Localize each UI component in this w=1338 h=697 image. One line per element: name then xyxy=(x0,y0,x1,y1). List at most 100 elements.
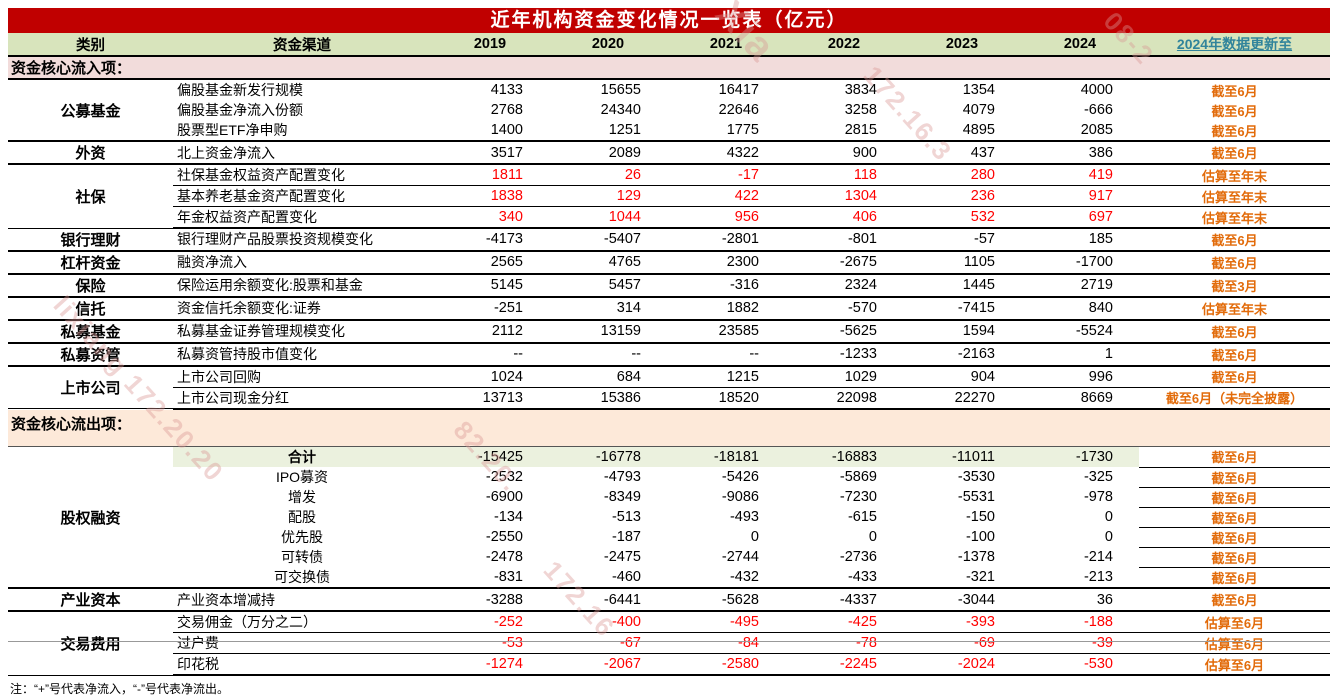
value-cell: -5628 xyxy=(667,588,785,612)
table-row: 配股 -134 -513 -493 -615 -150 0 截至6月 xyxy=(8,507,1330,528)
value-cell: -- xyxy=(431,342,549,367)
col-header-2019: 2019 xyxy=(431,33,549,57)
update-date-cell: 截至6月 xyxy=(1139,120,1330,142)
value-cell: -666 xyxy=(1083,102,1113,118)
update-date-cell: 截至6月 xyxy=(1139,467,1330,488)
value-cell: -5524 xyxy=(1021,319,1139,344)
value-cell: -69 xyxy=(903,632,1021,654)
channel-cell: 上市公司现金分红 xyxy=(173,387,431,410)
value-cell: -400 xyxy=(549,611,667,633)
value-cell: -2801 xyxy=(667,228,785,252)
value-cell: 1354 xyxy=(962,82,995,98)
update-date-cell: 截至6月（未完全披露） xyxy=(1139,387,1330,410)
col-header-2021: 2021 xyxy=(667,33,785,57)
value-cell: 2112 xyxy=(431,319,549,344)
value-cell: 1029 xyxy=(785,365,903,388)
value-cell: -6900 xyxy=(485,489,523,505)
value-cell: 26 xyxy=(549,164,667,186)
value-cell: 129 xyxy=(549,185,667,207)
value-cell: -978 xyxy=(1083,489,1113,505)
value-cell: -433 xyxy=(785,567,903,589)
col-header-category: 类别 xyxy=(8,33,173,57)
value-cell: -- xyxy=(549,342,667,367)
value-cell: -325 xyxy=(1083,469,1113,485)
update-date-cell: 截至6月 xyxy=(1139,250,1330,275)
value-cell: 422 xyxy=(667,185,785,207)
value-cell: -5426 xyxy=(721,469,759,485)
channel-cell: 资金信托余额变化:证券 xyxy=(173,296,431,321)
value-cell: 13713 xyxy=(431,387,549,410)
value-cell: -2024 xyxy=(903,653,1021,676)
channel-cell: 交易佣金（万分之二） xyxy=(173,611,431,633)
value-cell: -2163 xyxy=(903,342,1021,367)
category-cell: 私募基金 xyxy=(8,319,173,344)
table-row: 私募资管 私募资管持股市值变化 -- -- -- -1233 -2163 1 截至6月 xyxy=(8,342,1330,367)
update-date-cell: 截至6月 xyxy=(1139,342,1330,367)
col-header-2023: 2023 xyxy=(903,33,1021,57)
footnote: 注：“+”号代表净流入，“-”号代表净流出。 xyxy=(10,682,229,696)
value-cell: 3834 xyxy=(844,82,877,98)
section-header-label: 资金核心流出项： xyxy=(8,408,1330,447)
update-date-cell: 截至3月 xyxy=(1139,273,1330,298)
bottom-divider xyxy=(8,641,1330,642)
update-date-cell: 截至6月 xyxy=(1211,103,1258,119)
value-cell: 840 xyxy=(1021,296,1139,321)
channel-cell: 私募资管持股市值变化 xyxy=(173,342,431,367)
table-row: 产业资本 产业资本增减持 -3288 -6441 -5628 -4337 -3044 36 截至… xyxy=(8,588,1330,612)
table-row: 信托 资金信托余额变化:证券 -251 314 1882 -570 -7415 840 估算至年… xyxy=(8,296,1330,321)
value-cell: 236 xyxy=(903,185,1021,207)
value-cell: -150 xyxy=(965,509,995,525)
value-cell: 118 xyxy=(785,164,903,186)
col-header-2020: 2020 xyxy=(549,33,667,57)
update-date-cell: 估算至6月 xyxy=(1139,632,1330,654)
update-date-cell: 截至6月 xyxy=(1139,588,1330,612)
value-cell: 904 xyxy=(903,365,1021,388)
value-cell: -4173 xyxy=(431,228,549,252)
value-cell: -252 xyxy=(431,611,549,633)
value-cell: -432 xyxy=(667,567,785,589)
col-header-channel: 资金渠道 xyxy=(173,33,431,57)
category-cell: 上市公司 xyxy=(8,365,173,409)
channel-cell: 北上资金净流入 xyxy=(173,141,431,165)
value-cell: 22646 xyxy=(718,102,759,118)
value-cell: -1378 xyxy=(957,549,995,565)
value-cell: 1251 xyxy=(549,120,667,142)
value-cell: -100 xyxy=(965,529,995,545)
col-header-update-date: 2024年数据更新至 xyxy=(1139,33,1330,57)
value-cell: 5457 xyxy=(549,273,667,298)
value-cell: 2719 xyxy=(1021,273,1139,298)
update-date-cell: 截至6月 xyxy=(1139,446,1330,468)
value-cell: -67 xyxy=(549,632,667,654)
value-cell: 36 xyxy=(1021,588,1139,612)
update-date-cell: 估算至年末 xyxy=(1139,164,1330,186)
channel-cell: 偏股基金新发行规模 xyxy=(177,82,303,98)
section-header-row: 资金核心流入项： xyxy=(8,56,1330,80)
table-row: 上市公司 上市公司回购 1024 684 1215 1029 904 996 截至6月 xyxy=(8,365,1330,409)
table-body: 资金核心流入项： 公募基金 偏股基金新发行规模 4133 15655 16417 3834 1… xyxy=(8,56,1330,676)
value-cell: 2324 xyxy=(785,273,903,298)
value-cell: -2532 xyxy=(485,469,523,485)
value-cell: 15655 xyxy=(600,82,641,98)
update-date-cell: 截至6月 xyxy=(1139,141,1330,165)
value-cell: -3530 xyxy=(957,469,995,485)
value-cell: 16417 xyxy=(718,82,759,98)
value-cell: -513 xyxy=(611,509,641,525)
channel-cell: 增发 xyxy=(288,489,316,505)
update-date-cell: 截至6月 xyxy=(1139,507,1330,528)
update-date-cell: 估算至年末 xyxy=(1139,296,1330,321)
table-row: 交易费用 交易佣金（万分之二） -252 -400 -495 -425 -393 -188 估算… xyxy=(8,611,1330,676)
update-date-cell: 估算至6月 xyxy=(1139,653,1330,676)
channel-cell: 合计 xyxy=(173,446,431,467)
update-date-cell: 截至6月 xyxy=(1211,83,1258,99)
value-cell: 1594 xyxy=(903,319,1021,344)
value-cell: 996 xyxy=(1021,365,1139,388)
col-header-2022: 2022 xyxy=(785,33,903,57)
value-cell: -3044 xyxy=(903,588,1021,612)
table-row: 印花税 -1274 -2067 -2580 -2245 -2024 -530 估算至6月 xyxy=(8,653,1330,676)
value-cell: -213 xyxy=(1021,567,1139,589)
value-cell: -134 xyxy=(493,509,523,525)
value-cell: -2478 xyxy=(485,549,523,565)
value-cell: 24340 xyxy=(600,102,641,118)
channel-cell: 银行理财产品股票投资规模变化 xyxy=(173,228,431,252)
